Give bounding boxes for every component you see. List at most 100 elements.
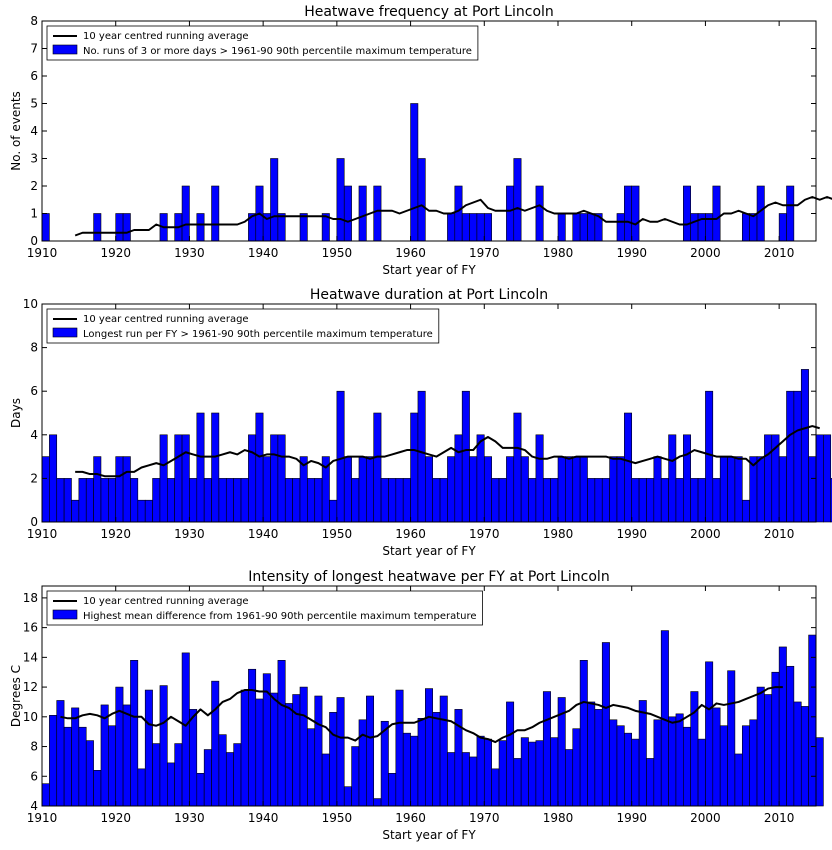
bar — [800, 706, 809, 807]
bar — [196, 772, 205, 807]
bar — [71, 499, 80, 523]
bar — [159, 685, 168, 807]
bar — [314, 478, 323, 523]
bar — [542, 478, 551, 523]
x-tick-label: 1950 — [322, 811, 353, 825]
bar — [211, 680, 220, 807]
y-tick-label: 16 — [23, 621, 38, 635]
bar — [572, 213, 581, 242]
bar — [432, 478, 441, 523]
bar — [351, 746, 360, 807]
x-tick-label: 1980 — [543, 246, 574, 260]
x-tick-label: 1920 — [100, 811, 131, 825]
bar — [380, 720, 389, 807]
bar — [203, 478, 212, 523]
y-tick-label: 12 — [23, 680, 38, 694]
bar — [277, 660, 286, 807]
bar — [159, 434, 168, 523]
bar — [609, 719, 618, 807]
bar — [528, 478, 537, 523]
x-tick-label: 1930 — [174, 811, 205, 825]
x-tick-label: 1930 — [174, 527, 205, 541]
bar — [815, 737, 824, 807]
bar — [284, 703, 293, 807]
bar — [793, 701, 802, 807]
bar — [211, 412, 220, 523]
bar — [520, 737, 529, 807]
bar — [719, 456, 728, 523]
bar — [366, 695, 375, 807]
y-tick-label: 6 — [30, 769, 38, 783]
bar — [646, 478, 655, 523]
bar — [579, 456, 588, 523]
bar — [299, 213, 308, 242]
y-tick-label: 3 — [30, 152, 38, 166]
x-axis-label: Start year of FY — [382, 544, 476, 558]
y-axis-label: Days — [9, 398, 23, 428]
y-axis-label: No. of events — [9, 91, 23, 171]
bar — [93, 456, 102, 523]
x-tick-label: 2010 — [764, 811, 795, 825]
x-tick-label: 1960 — [395, 527, 426, 541]
y-tick-label: 7 — [30, 42, 38, 56]
bar — [284, 478, 293, 523]
x-tick-label: 1980 — [543, 527, 574, 541]
bar — [454, 434, 463, 523]
legend-bar-label: Longest run per FY > 1961-90 90th percen… — [83, 329, 433, 340]
bar — [152, 743, 161, 807]
bar — [653, 456, 662, 523]
bar — [734, 456, 743, 523]
x-tick-label: 1970 — [469, 527, 500, 541]
bar — [830, 478, 832, 523]
bar — [181, 185, 190, 242]
bar — [152, 478, 161, 523]
chart-panel-2: 10 year centred running average Longest r… — [41, 303, 832, 523]
running-average-line — [75, 425, 820, 478]
bar — [85, 478, 94, 523]
bar — [174, 434, 183, 523]
bar — [572, 456, 581, 523]
bar — [683, 726, 691, 807]
bar — [225, 752, 234, 807]
bar — [535, 185, 544, 242]
bar — [675, 713, 684, 807]
bar — [137, 499, 146, 523]
bar — [292, 478, 301, 523]
bar — [550, 478, 559, 523]
bar — [439, 695, 448, 807]
bar — [668, 434, 677, 523]
bar — [395, 478, 404, 523]
bar — [815, 434, 824, 523]
bar — [108, 725, 117, 807]
bar — [277, 434, 286, 523]
x-tick-label: 1990 — [616, 527, 647, 541]
bar — [476, 213, 485, 242]
bar — [343, 185, 352, 242]
bar — [778, 456, 787, 523]
bar — [196, 412, 205, 523]
bar — [609, 456, 618, 523]
legend-line-label: 10 year centred running average — [83, 31, 249, 42]
x-axis-label: Start year of FY — [382, 263, 476, 277]
bar — [299, 456, 308, 523]
bar — [675, 478, 684, 523]
x-tick-label: 2010 — [764, 246, 795, 260]
bar — [167, 478, 175, 523]
bar — [461, 390, 470, 523]
y-tick-label: 10 — [23, 710, 38, 724]
y-tick-label: 18 — [23, 591, 38, 605]
bar — [727, 456, 736, 523]
x-tick-label: 1970 — [469, 246, 500, 260]
bar — [108, 478, 117, 523]
bar — [144, 499, 153, 523]
bar — [49, 715, 58, 807]
bar — [469, 456, 478, 523]
y-tick-label: 0 — [30, 515, 38, 529]
bar — [373, 185, 382, 242]
bar — [734, 753, 743, 807]
legend: 10 year centred running average Longest r… — [46, 308, 440, 344]
bar — [196, 213, 205, 242]
legend-bar-swatch — [52, 44, 78, 55]
plot-frame — [41, 303, 817, 523]
bar — [616, 213, 625, 242]
